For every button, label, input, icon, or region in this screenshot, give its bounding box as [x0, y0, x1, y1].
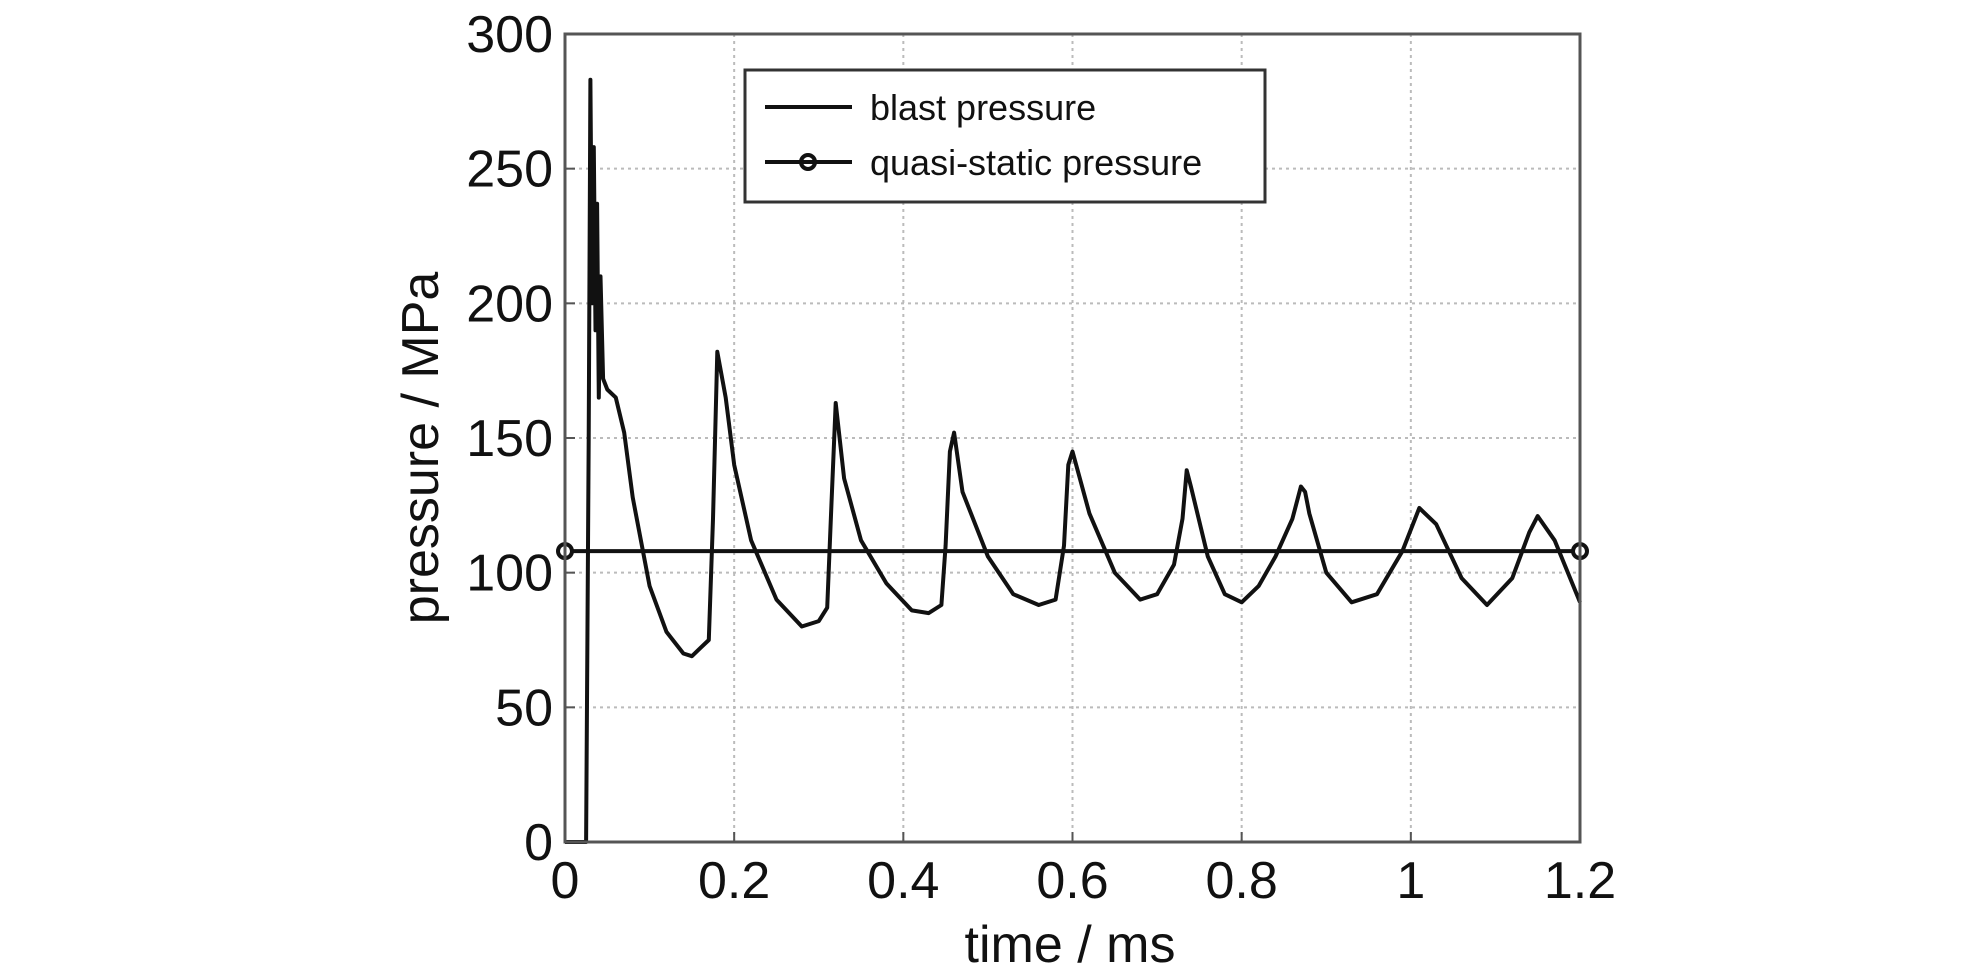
legend-box — [743, 68, 1267, 204]
legend-label-quasi-static-pressure: quasi-static pressure — [870, 142, 1202, 183]
x-tick-label: 1.2 — [1544, 852, 1616, 910]
y-tick-label: 50 — [495, 679, 553, 737]
x-tick-label: 0 — [551, 852, 580, 910]
y-tick-label: 200 — [466, 275, 553, 333]
legend: blast pressure quasi-static pressure — [743, 68, 1267, 204]
y-tick-label: 100 — [466, 545, 553, 603]
y-tick-label: 0 — [524, 814, 553, 872]
x-tick-label: 0.2 — [698, 852, 770, 910]
x-axis-title: time / ms — [965, 916, 1176, 969]
x-tick-label: 0.8 — [1206, 852, 1278, 910]
series-line-blast-pressure — [565, 77, 1582, 844]
y-axis-ticks: 0 50 100 150 200 250 300 — [466, 6, 575, 872]
legend-label-blast-pressure: blast pressure — [870, 87, 1096, 128]
y-tick-label: 150 — [466, 410, 553, 468]
y-tick-label: 250 — [466, 141, 553, 199]
legend-marker-quasi-static-pressure — [799, 153, 817, 171]
x-tick-label: 0.4 — [867, 852, 939, 910]
y-axis-title: pressure / MPa — [392, 272, 450, 625]
y-tick-label: 300 — [466, 6, 553, 64]
x-tick-label: 0.6 — [1036, 852, 1108, 910]
x-axis-ticks: 0 0.2 0.4 0.6 0.8 1 1.2 — [551, 832, 1616, 910]
x-tick-label: 1 — [1396, 852, 1425, 910]
